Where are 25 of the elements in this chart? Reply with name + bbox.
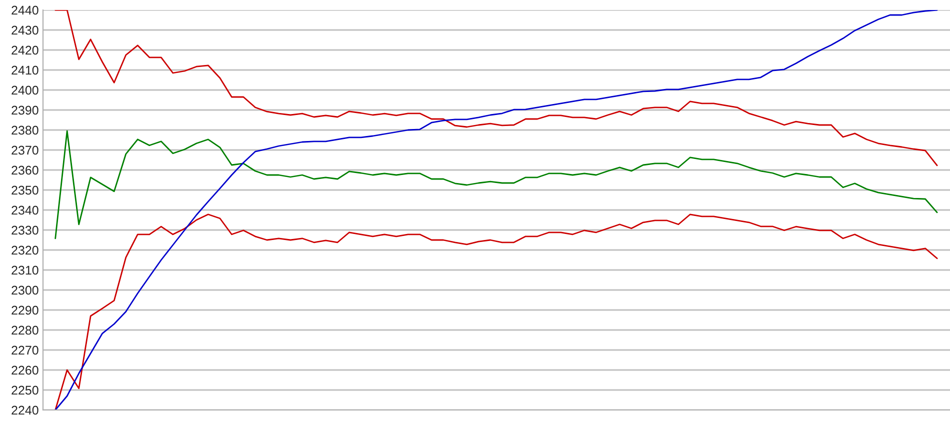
y-tick-label: 2270: [12, 346, 38, 355]
y-tick-label: 2330: [12, 226, 38, 235]
y-tick-label: 2380: [12, 126, 38, 135]
y-tick-label: 2280: [12, 326, 38, 335]
y-tick-label: 2370: [12, 146, 38, 155]
y-tick-label: 2290: [12, 306, 38, 315]
y-tick-label: 2420: [12, 46, 38, 55]
y-tick-label: 2410: [12, 66, 38, 75]
y-tick-label: 2250: [12, 386, 38, 395]
y-tick-label: 2430: [12, 26, 38, 35]
line-series: [54, 10, 938, 166]
y-tick-label: 2350: [12, 186, 38, 195]
y-tick-label: 2260: [12, 366, 38, 375]
line-series: [54, 214, 938, 410]
y-tick-label: 2360: [12, 166, 38, 175]
y-tick-label: 2440: [12, 6, 38, 15]
y-tick-label: 2300: [12, 286, 38, 295]
line-series: [54, 10, 938, 410]
y-tick-label: 2240: [12, 406, 38, 415]
y-tick-label: 2310: [12, 266, 38, 275]
y-tick-label: 2390: [12, 106, 38, 115]
y-tick-label: 2340: [12, 206, 38, 215]
y-tick-label: 2320: [12, 246, 38, 255]
line-series: [54, 130, 938, 240]
y-tick-label: 2400: [12, 86, 38, 95]
